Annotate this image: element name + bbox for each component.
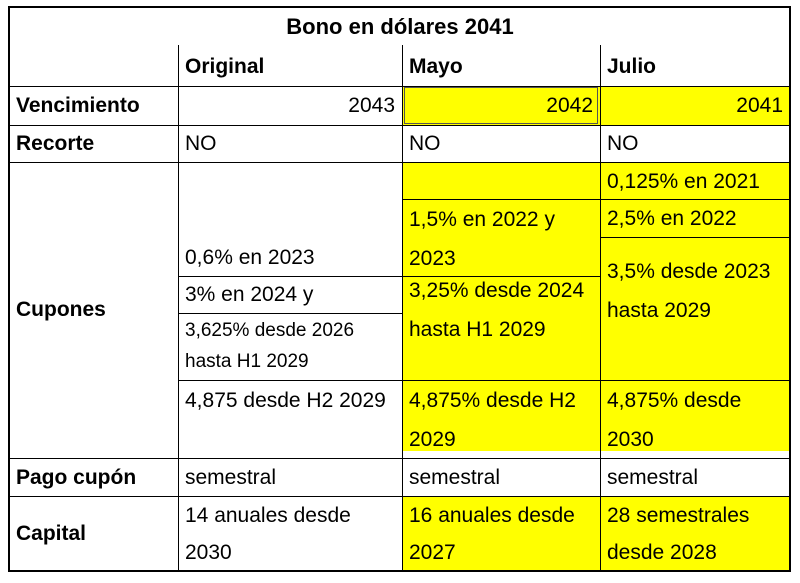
pago-julio: semestral xyxy=(607,466,699,489)
row-label-capital: Capital xyxy=(16,522,87,545)
col-header-mayo: Mayo xyxy=(409,55,463,78)
col-divider-3 xyxy=(600,45,601,571)
row-label-cupones: Cupones xyxy=(16,298,106,321)
recorte-julio: NO xyxy=(607,132,639,155)
coupon-mayo-2: 3,25% desde 2024 hasta H1 2029 xyxy=(409,279,585,341)
capital-original: 14 anuales desde 2030 xyxy=(185,504,351,564)
vencimiento-original: 2043 xyxy=(348,94,395,117)
coupon-julio-3: 3,5% desde 2023 hasta 2029 xyxy=(607,260,771,322)
row-label-pago-cupon: Pago cupón xyxy=(16,466,137,489)
coupon-julio-4: 4,875% desde 2030 xyxy=(607,389,742,451)
orig-coupon-line-1 xyxy=(179,276,402,277)
row-divider-pago xyxy=(9,496,790,497)
mayo-coupon-line-3 xyxy=(403,380,600,381)
julio-coupon-line-2 xyxy=(601,237,789,238)
julio-coupon-line-1 xyxy=(601,199,789,200)
coupon-julio-1: 0,125% en 2021 xyxy=(607,170,760,193)
row-label-vencimiento: Vencimiento xyxy=(16,94,140,117)
coupon-original-4: 4,875 desde H2 2029 xyxy=(185,389,386,412)
recorte-mayo: NO xyxy=(409,132,441,155)
vencimiento-julio-bg xyxy=(601,86,789,125)
bond-table xyxy=(8,6,791,572)
pago-original: semestral xyxy=(185,466,277,489)
coupon-original-1: 0,6% en 2023 xyxy=(185,246,315,269)
row-divider-cupones xyxy=(9,458,790,459)
capital-highlight-bg xyxy=(403,497,789,570)
julio-coupon-line-3 xyxy=(601,380,789,381)
coupon-original-2: 3% en 2024 y xyxy=(185,283,314,306)
capital-mayo: 16 anuales desde 2027 xyxy=(409,504,575,564)
mayo-coupon-line-2 xyxy=(403,276,600,277)
col-divider-1 xyxy=(178,45,179,571)
coupon-julio-2: 2,5% en 2022 xyxy=(607,207,737,230)
row-label-recorte: Recorte xyxy=(16,132,95,155)
orig-coupon-line-2 xyxy=(179,313,402,314)
row-divider-header xyxy=(9,86,790,87)
capital-julio: 28 semestrales desde 2028 xyxy=(607,504,750,564)
orig-coupon-line-3 xyxy=(179,380,402,381)
vencimiento-mayo: 2042 xyxy=(403,86,599,125)
mayo-coupon-line-1 xyxy=(403,199,600,200)
row-divider-recorte xyxy=(9,162,790,163)
cupones-highlight-bg xyxy=(403,163,789,451)
vencimiento-julio: 2041 xyxy=(736,94,783,117)
coupon-original-3: 3,625% desde 2026 hasta H1 2029 xyxy=(185,320,355,372)
recorte-original: NO xyxy=(185,132,217,155)
coupon-mayo-3: 4,875% desde H2 2029 xyxy=(409,389,576,451)
col-header-original: Original xyxy=(185,55,265,78)
col-divider-2 xyxy=(402,45,403,571)
coupon-mayo-1: 1,5% en 2022 y 2023 xyxy=(409,208,555,270)
table-title: Bono en dólares 2041 xyxy=(286,14,514,39)
vencimiento-mayo-bg xyxy=(403,86,600,125)
row-divider-vencimiento xyxy=(9,125,790,126)
pago-mayo: semestral xyxy=(409,466,501,489)
col-header-julio: Julio xyxy=(607,55,657,78)
